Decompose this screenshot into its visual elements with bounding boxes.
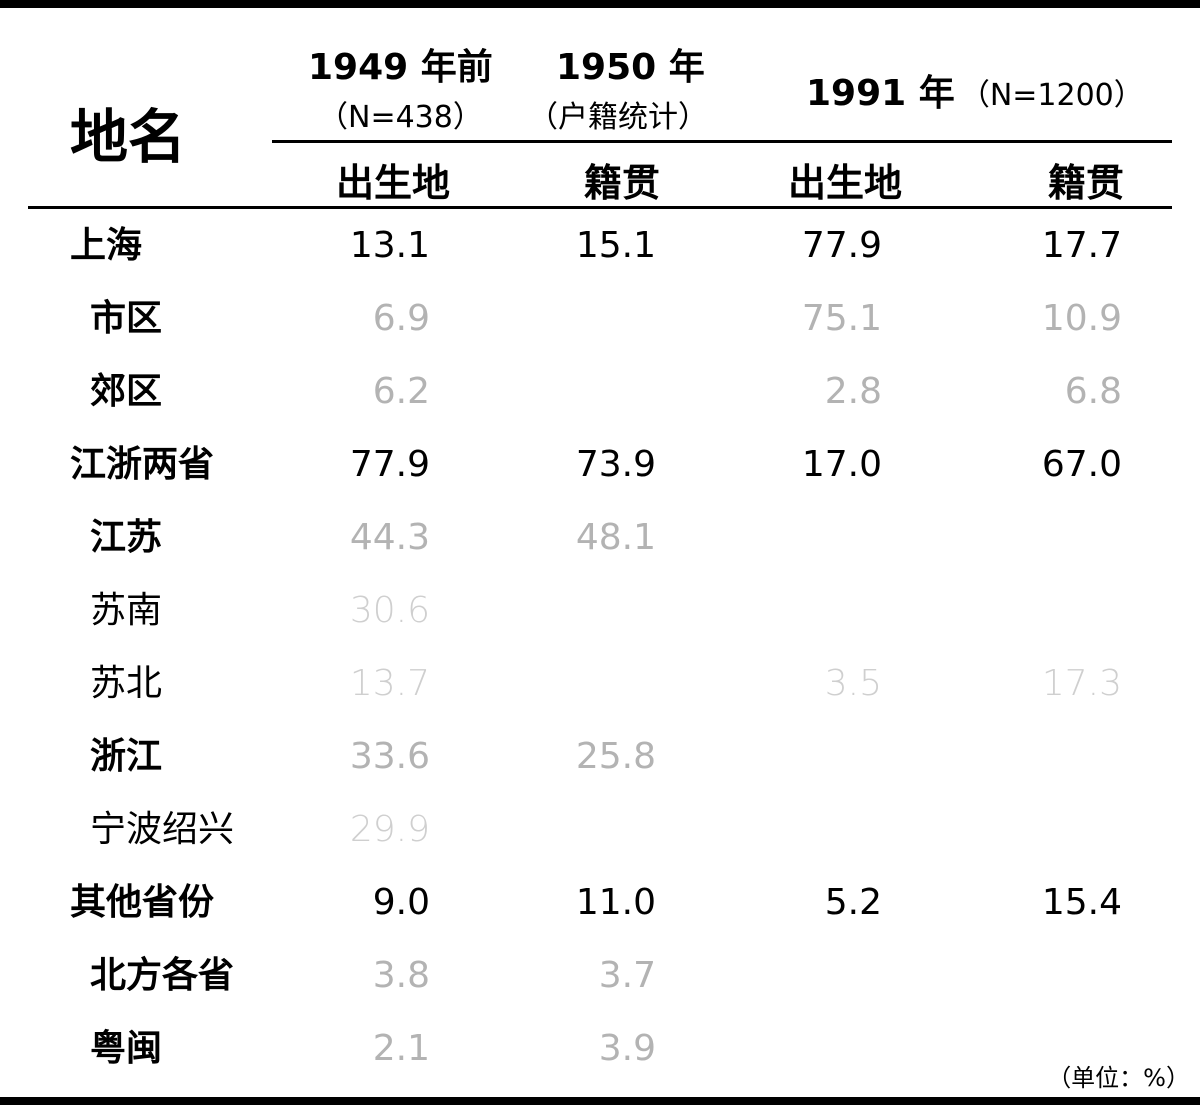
header-1950-main: 1950 年 [556, 47, 705, 88]
cell-value: 73.9 [575, 444, 656, 485]
header-bottom-rule [28, 206, 1172, 209]
cell-value: 17.0 [801, 444, 882, 485]
cell-value: 48.1 [575, 517, 656, 558]
row-name: 苏南 [90, 590, 163, 631]
cell-value: 30.6 [349, 590, 430, 631]
subheader-birthplace-1949: 出生地 [336, 161, 451, 205]
subheader-birthplace-1991: 出生地 [788, 161, 903, 205]
table-row: 北方各省 3.8 3.7 [0, 946, 1200, 1006]
unit-note: （单位：%） [1047, 1064, 1190, 1092]
cell-value: 75.1 [801, 298, 882, 339]
cell-value: 67.0 [1041, 444, 1122, 485]
table-title: 地名 [70, 103, 187, 171]
cell-value: 77.9 [349, 444, 430, 485]
subheader-origin-1950: 籍贯 [584, 161, 661, 205]
subheader-origin-1991: 籍贯 [1048, 161, 1125, 205]
header-1950-sub: （户籍统计） [528, 100, 708, 135]
header-1991: 1991 年 （N=1200） [806, 64, 1144, 116]
row-name: 郊区 [90, 371, 163, 412]
header-1991-main: 1991 年 [806, 73, 955, 114]
cell-value: 29.9 [349, 809, 430, 850]
cell-value: 3.5 [824, 663, 882, 704]
table-row: 其他省份 9.0 11.0 5.2 15.4 [0, 873, 1200, 933]
cell-value: 17.7 [1041, 225, 1122, 266]
row-name: 粤闽 [90, 1028, 163, 1069]
bottom-rule [0, 1097, 1200, 1105]
cell-value: 3.8 [372, 955, 430, 996]
row-name: 江苏 [90, 517, 163, 558]
header-1949-main: 1949 年前 [308, 47, 493, 88]
cell-value: 25.8 [575, 736, 656, 777]
row-name: 浙江 [90, 736, 163, 777]
table-row: 郊区 6.2 2.8 6.8 [0, 362, 1200, 422]
row-name: 其他省份 [70, 882, 215, 923]
table-row: 上海 13.1 15.1 77.9 17.7 [0, 216, 1200, 276]
table-row: 江苏 44.3 48.1 [0, 508, 1200, 568]
table-row: 粤闽 2.1 3.9 [0, 1019, 1200, 1079]
header-1991-sub: （N=1200） [959, 78, 1144, 113]
row-name: 江浙两省 [70, 444, 215, 485]
table-row: 宁波绍兴 29.9 [0, 800, 1200, 860]
cell-value: 15.4 [1041, 882, 1122, 923]
table-row: 江浙两省 77.9 73.9 17.0 67.0 [0, 435, 1200, 495]
cell-value: 44.3 [349, 517, 430, 558]
cell-value: 6.2 [372, 371, 430, 412]
cell-value: 17.3 [1041, 663, 1122, 704]
header-divider [272, 140, 1172, 143]
cell-value: 15.1 [575, 225, 656, 266]
table-row: 苏南 30.6 [0, 581, 1200, 641]
cell-value: 13.7 [349, 663, 430, 704]
row-name: 宁波绍兴 [90, 809, 235, 850]
table-row: 苏北 13.7 3.5 17.3 [0, 654, 1200, 714]
row-name: 上海 [70, 225, 143, 266]
row-name: 北方各省 [90, 955, 235, 996]
cell-value: 5.2 [824, 882, 882, 923]
cell-value: 2.1 [372, 1028, 430, 1069]
table-row: 市区 6.9 75.1 10.9 [0, 289, 1200, 349]
cell-value: 13.1 [349, 225, 430, 266]
row-name: 市区 [90, 298, 163, 339]
cell-value: 77.9 [801, 225, 882, 266]
cell-value: 3.9 [598, 1028, 656, 1069]
cell-value: 10.9 [1041, 298, 1122, 339]
cell-value: 9.0 [372, 882, 430, 923]
top-rule [0, 0, 1200, 8]
cell-value: 2.8 [824, 371, 882, 412]
cell-value: 11.0 [575, 882, 656, 923]
cell-value: 33.6 [349, 736, 430, 777]
cell-value: 3.7 [598, 955, 656, 996]
table-row: 浙江 33.6 25.8 [0, 727, 1200, 787]
cell-value: 6.8 [1064, 371, 1122, 412]
row-name: 苏北 [90, 663, 163, 704]
cell-value: 6.9 [372, 298, 430, 339]
header-1949-sub: （N=438） [318, 100, 483, 135]
